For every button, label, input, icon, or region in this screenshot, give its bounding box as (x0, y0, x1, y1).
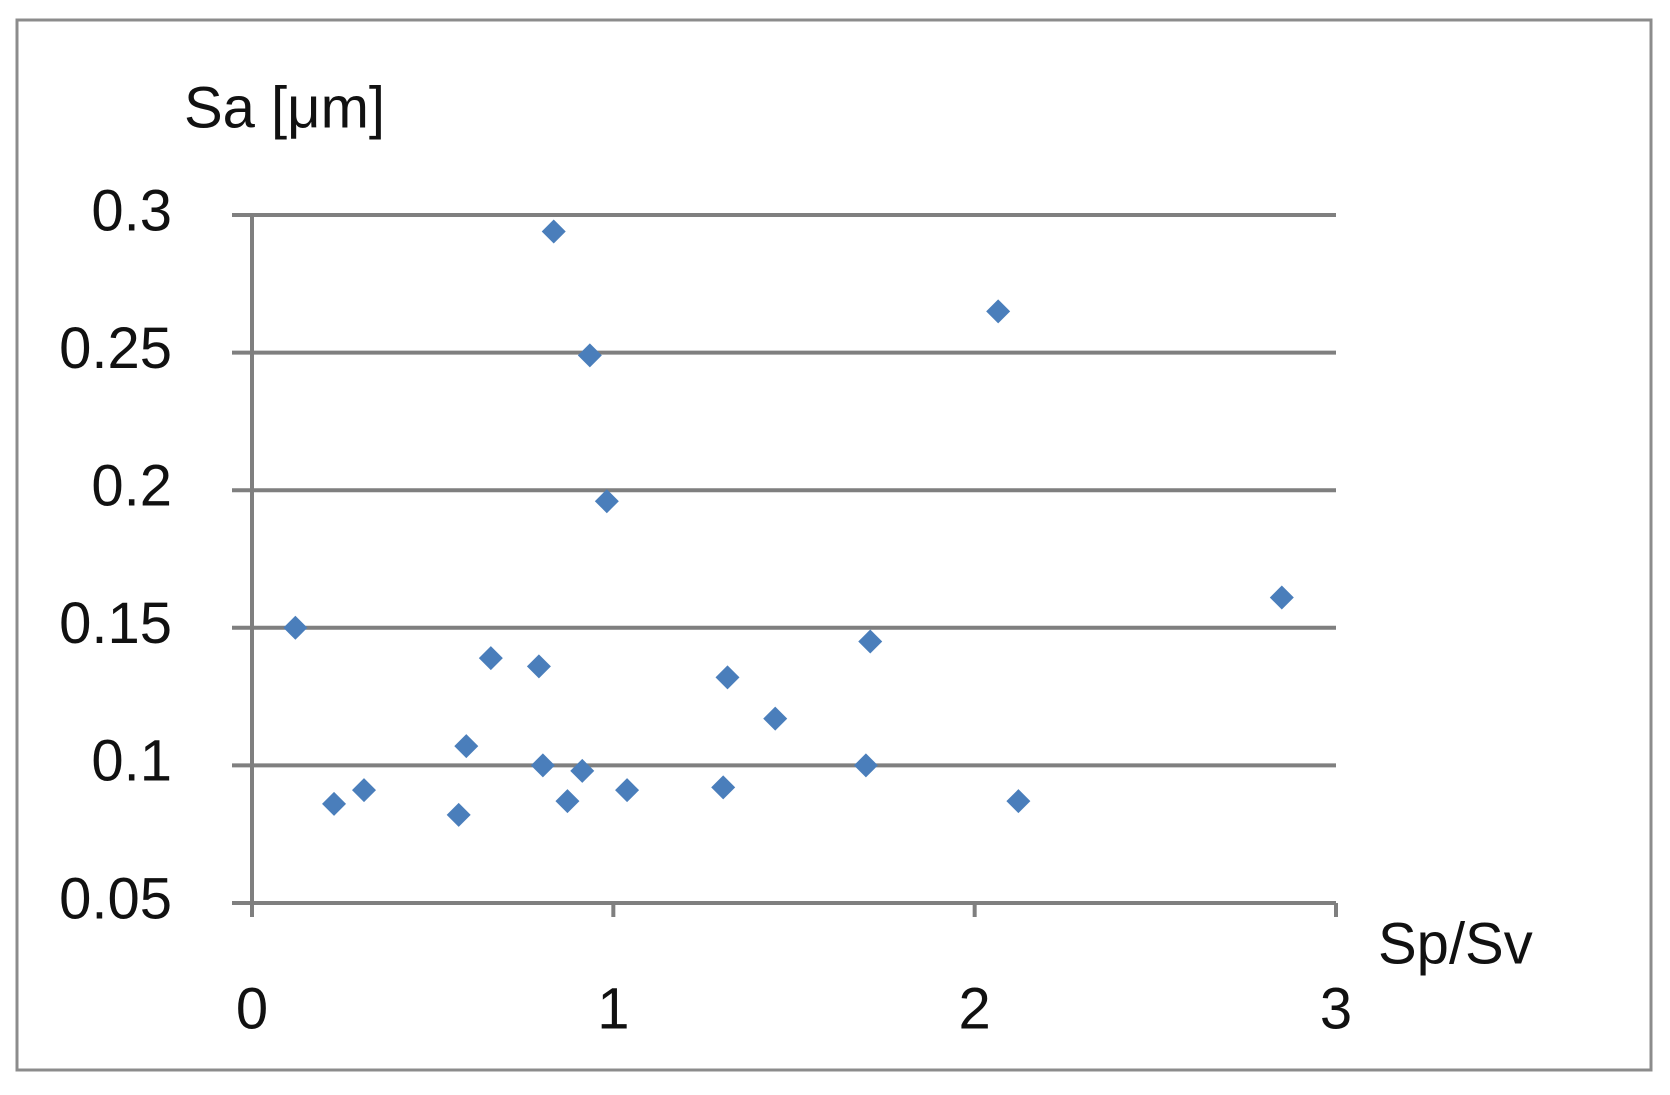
data-point (594, 489, 619, 514)
data-point (446, 802, 471, 827)
x-tick-label: 1 (597, 976, 629, 1041)
y-tick-label: 0.1 (91, 729, 172, 794)
y-tick-label: 0.2 (91, 454, 172, 519)
y-tick-label: 0.3 (91, 178, 172, 243)
data-point (478, 646, 503, 671)
x-tick-label: 0 (236, 976, 268, 1041)
data-point (858, 629, 883, 654)
y-tick-label: 0.25 (59, 316, 172, 381)
y-tick-label: 0.15 (59, 591, 172, 656)
y-axis-title: Sa [μm] (184, 75, 385, 140)
data-point (555, 789, 580, 814)
data-point (1006, 789, 1031, 814)
data-point (541, 219, 566, 244)
data-point (1269, 585, 1294, 610)
data-point (711, 775, 736, 800)
data-point (322, 791, 347, 816)
chart-border (15, 18, 1653, 1072)
data-point (570, 758, 595, 783)
data-point (577, 343, 602, 368)
data-point (715, 665, 740, 690)
data-point (283, 615, 308, 640)
data-point (530, 753, 555, 778)
data-point (763, 706, 788, 731)
data-point (526, 654, 551, 679)
data-point (352, 778, 377, 803)
data-point (615, 778, 640, 803)
x-tick-label: 2 (959, 976, 991, 1041)
x-axis-title: Sp/Sv (1378, 911, 1533, 976)
y-tick-label: 0.05 (59, 866, 172, 931)
data-point (853, 753, 878, 778)
x-tick-label: 3 (1320, 976, 1352, 1041)
data-point (454, 734, 479, 759)
data-point (986, 299, 1011, 324)
